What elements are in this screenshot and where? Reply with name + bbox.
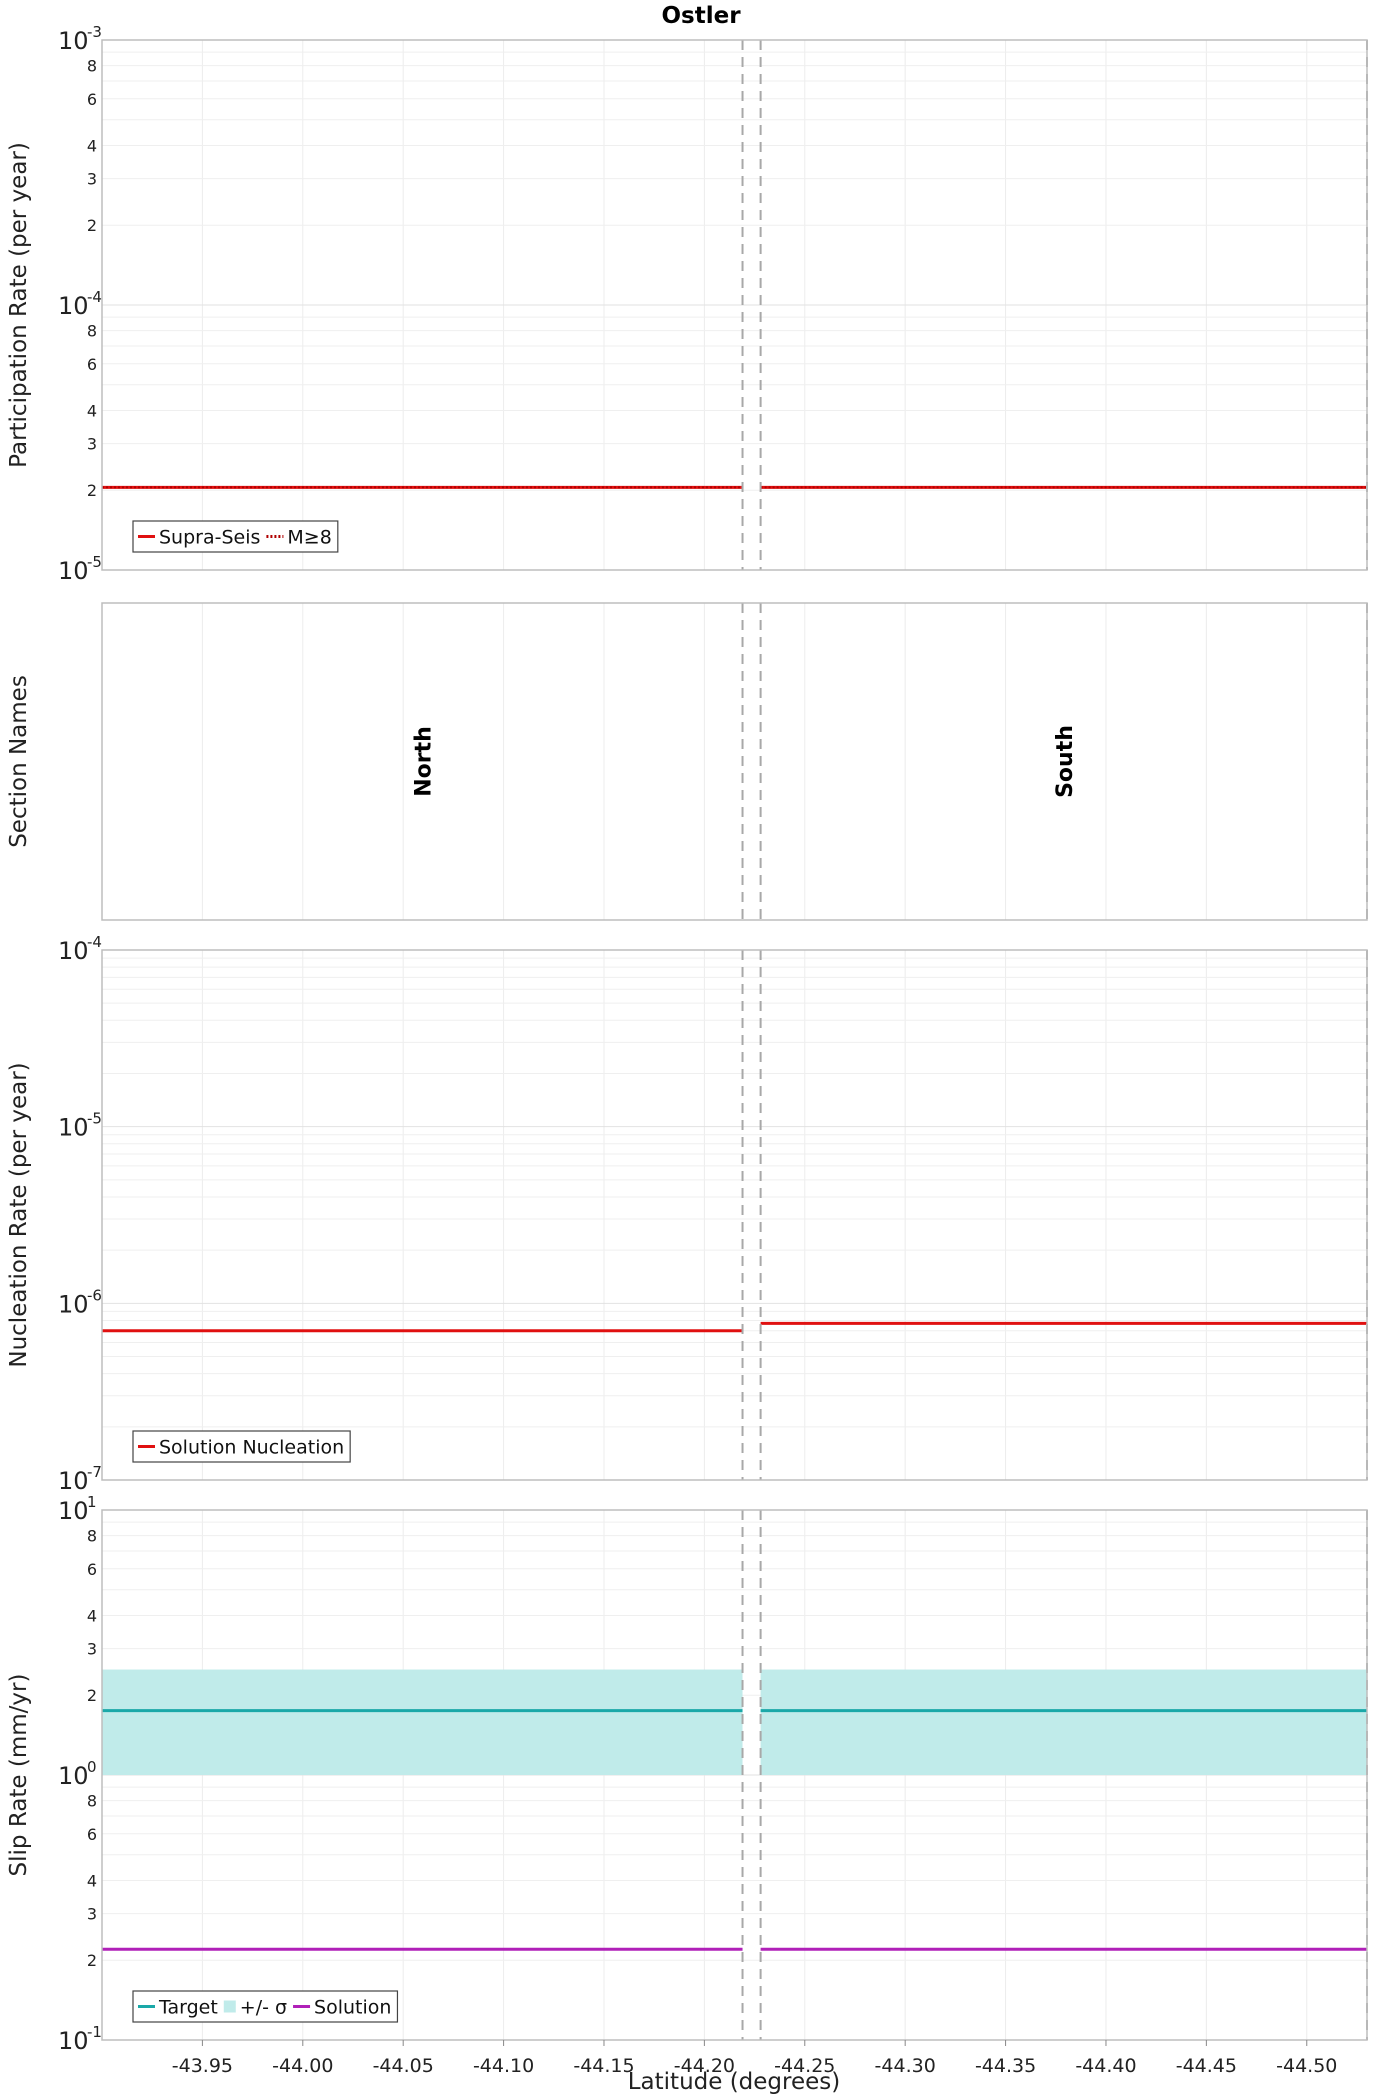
y-tick-label: 10 bbox=[58, 1467, 89, 1495]
legend-label: Target bbox=[158, 1997, 218, 2019]
plot-frame bbox=[101, 602, 1368, 921]
y-tick-label: 10 bbox=[58, 292, 89, 320]
x-tick-label: -44.15 bbox=[573, 2055, 634, 2077]
y-tick-label: 10 bbox=[58, 1497, 89, 1525]
y-tick-exponent: -5 bbox=[87, 1110, 102, 1128]
legend-label: Solution Nucleation bbox=[159, 1437, 344, 1459]
y-tick-exponent: -7 bbox=[87, 1463, 102, 1481]
plot-frame bbox=[101, 39, 1368, 571]
x-tick-label: -44.30 bbox=[875, 2055, 936, 2077]
y-minor-tick-label: 3 bbox=[87, 1640, 97, 1659]
y-tick-exponent: 0 bbox=[87, 1758, 97, 1776]
y-minor-tick-label: 2 bbox=[87, 1686, 97, 1705]
y-tick-exponent: 1 bbox=[87, 1493, 97, 1511]
y-tick-exponent: -6 bbox=[87, 1286, 102, 1304]
y-minor-tick-label: 2 bbox=[87, 1951, 97, 1970]
y-tick-exponent: -5 bbox=[87, 553, 102, 571]
y-minor-tick-label: 4 bbox=[87, 1606, 97, 1625]
y-tick-label: 10 bbox=[58, 1290, 89, 1318]
y-tick-label: 10 bbox=[58, 557, 89, 585]
x-tick-label: -44.20 bbox=[674, 2055, 735, 2077]
legend: Target +/- σ Solution bbox=[132, 1990, 399, 2023]
y-minor-tick-label: 3 bbox=[87, 170, 97, 189]
x-tick-label: -44.35 bbox=[975, 2055, 1036, 2077]
y-tick-label: 10 bbox=[58, 1762, 89, 1790]
y-minor-tick-label: 2 bbox=[87, 481, 97, 500]
y-minor-tick-label: 6 bbox=[87, 90, 97, 109]
y-axis-label: Slip Rate (mm/yr) bbox=[6, 1674, 32, 1877]
y-axis-label: Nucleation Rate (per year) bbox=[6, 1062, 32, 1367]
x-tick-label: -44.10 bbox=[473, 2055, 534, 2077]
y-minor-tick-label: 3 bbox=[87, 1905, 97, 1924]
y-minor-tick-label: 4 bbox=[87, 1871, 97, 1890]
x-tick-label: -44.25 bbox=[774, 2055, 835, 2077]
y-tick-label: 10 bbox=[58, 2027, 89, 2055]
y-tick-label: 10 bbox=[58, 1114, 89, 1142]
y-axis-label: Section Names bbox=[6, 675, 32, 848]
legend-frame bbox=[132, 1990, 399, 2023]
x-tick-label: -44.50 bbox=[1276, 2055, 1337, 2077]
y-minor-tick-label: 6 bbox=[87, 1825, 97, 1844]
y-tick-exponent: -4 bbox=[87, 288, 102, 306]
legend-frame bbox=[132, 1430, 351, 1463]
y-minor-tick-label: 8 bbox=[87, 1792, 97, 1811]
x-tick-label: -44.40 bbox=[1075, 2055, 1136, 2077]
legend-swatch bbox=[223, 2000, 236, 2013]
legend: Supra-Seis M≥8 bbox=[132, 520, 339, 553]
sigma-band-segment bbox=[760, 1669, 1367, 1775]
y-tick-exponent: -4 bbox=[87, 933, 102, 951]
legend: Solution Nucleation bbox=[132, 1430, 351, 1463]
y-minor-tick-label: 4 bbox=[87, 136, 97, 155]
x-tick-label: -44.00 bbox=[272, 2055, 333, 2077]
legend-label: M≥8 bbox=[287, 527, 331, 549]
legend-frame bbox=[132, 520, 339, 553]
y-minor-tick-label: 6 bbox=[87, 1560, 97, 1579]
legend-label: Supra-Seis bbox=[159, 527, 260, 549]
section-name-label: North bbox=[411, 726, 436, 797]
y-minor-tick-label: 8 bbox=[87, 1527, 97, 1546]
x-tick-label: -44.05 bbox=[373, 2055, 434, 2077]
chart-title: Ostler bbox=[661, 3, 741, 29]
y-tick-label: 10 bbox=[58, 27, 89, 55]
y-tick-exponent: -3 bbox=[87, 23, 102, 41]
y-minor-tick-label: 3 bbox=[87, 435, 97, 454]
section-name-label: South bbox=[1053, 725, 1078, 798]
y-tick-exponent: -1 bbox=[87, 2023, 102, 2041]
legend-label: +/- σ bbox=[240, 1997, 287, 2019]
y-minor-tick-label: 4 bbox=[87, 401, 97, 420]
plot-frame bbox=[101, 1509, 1368, 2041]
plot-frame bbox=[101, 949, 1368, 1481]
y-axis-label: Participation Rate (per year) bbox=[6, 142, 32, 468]
x-tick-label: -43.95 bbox=[172, 2055, 233, 2077]
legend-label: Solution bbox=[314, 1997, 391, 2019]
y-minor-tick-label: 8 bbox=[87, 57, 97, 76]
panel-2: North South Section Names bbox=[6, 602, 1368, 921]
sigma-band-segment bbox=[102, 1669, 743, 1775]
x-tick-label: -44.45 bbox=[1176, 2055, 1237, 2077]
y-minor-tick-label: 8 bbox=[87, 322, 97, 341]
x-axis-label: Latitude (degrees) bbox=[628, 2069, 841, 2095]
y-tick-label: 10 bbox=[58, 937, 89, 965]
y-minor-tick-label: 2 bbox=[87, 216, 97, 235]
y-minor-tick-label: 6 bbox=[87, 355, 97, 374]
